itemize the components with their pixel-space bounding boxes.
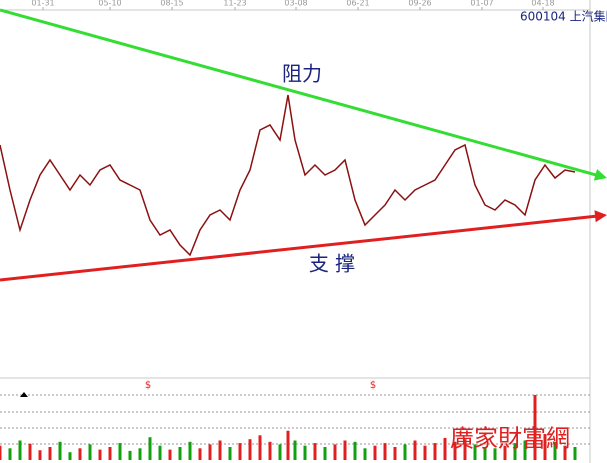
x-tick-label: 01-31 (31, 0, 54, 8)
volume-bar (333, 444, 337, 460)
trendline-label: 阻力 (282, 62, 322, 86)
volume-bar (228, 447, 232, 460)
volume-bar (313, 443, 317, 460)
volume-bar (198, 448, 202, 460)
event-marker: $ (370, 380, 376, 391)
volume-bar (28, 443, 32, 460)
x-tick-label: 06-21 (346, 0, 369, 8)
x-tick-label: 09-26 (408, 0, 431, 8)
volume-bar (483, 447, 487, 460)
volume-bar (323, 447, 327, 460)
volume-bar (523, 440, 527, 460)
price-line (0, 94, 576, 257)
event-marker: $ (145, 380, 151, 391)
volume-bar (278, 444, 282, 460)
volume-bar (108, 447, 112, 460)
volume-bar (463, 439, 467, 460)
volume-bar (18, 440, 22, 460)
volume-bar (128, 450, 132, 460)
volume-bar (353, 441, 357, 460)
volume-bar (8, 448, 12, 460)
volume-bar (573, 447, 577, 460)
volume-bar (393, 447, 397, 460)
x-tick-label: 11-23 (223, 0, 246, 8)
trendline-label: 支 撑 (309, 252, 355, 276)
volume-bar (98, 449, 102, 460)
volume-bar (303, 445, 307, 460)
watermark: 廣家財富網 (450, 425, 570, 453)
volume-bar (118, 443, 122, 460)
volume-bar (248, 439, 252, 460)
volume-bar (48, 447, 52, 460)
volume-bar (286, 430, 290, 460)
volume-bar (343, 440, 347, 460)
trendline (0, 8, 600, 178)
volume-bar (178, 447, 182, 460)
x-tick-label: 03-08 (284, 0, 307, 8)
volume-bar (0, 445, 2, 460)
volume-bar (533, 395, 537, 460)
x-tick-label: 01-07 (470, 0, 493, 8)
trendline (0, 214, 600, 282)
x-tick-label: 05-10 (98, 0, 121, 8)
x-tick-label: 04-18 (531, 0, 554, 8)
volume-bar (218, 440, 222, 460)
volume-bar (188, 441, 192, 460)
volume-bar (383, 443, 387, 460)
volume-bar (503, 445, 507, 460)
volume-bar (258, 435, 262, 460)
volume-bar (148, 437, 152, 460)
volume-bar (453, 441, 457, 460)
volume-bar (433, 443, 437, 460)
volume-bar (78, 448, 82, 460)
volume-bar (443, 437, 447, 460)
volume-bar (38, 450, 42, 460)
volume-bar (563, 445, 567, 460)
volume-bar (403, 444, 407, 460)
volume-bar (553, 441, 557, 460)
volume-bar (543, 434, 547, 460)
ticker: 600104 上汽集团 (520, 9, 607, 24)
volume-bar (473, 444, 477, 460)
volume-bar (238, 443, 242, 460)
volume-bar (423, 445, 427, 460)
volume-bar (158, 445, 162, 460)
volume-bar (493, 448, 497, 460)
volume-bar (168, 449, 172, 460)
volume-bar (138, 448, 142, 460)
x-tick-label: 08-15 (160, 0, 183, 8)
volume-bar (88, 444, 92, 460)
volume-bar (68, 452, 72, 460)
volume-bar (293, 440, 297, 460)
volume-bar (363, 448, 367, 460)
volume-bar (513, 443, 517, 460)
marker-triangle (20, 392, 28, 397)
volume-bar (208, 444, 212, 460)
volume-bar (413, 440, 417, 460)
volume-bar (58, 441, 62, 460)
volume-bar (373, 445, 377, 460)
volume-bar (268, 441, 272, 460)
arrow-head (593, 169, 607, 181)
arrow-head (594, 210, 607, 223)
